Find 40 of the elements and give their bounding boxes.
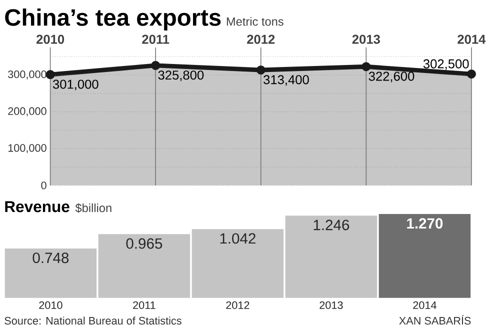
text: XAN SABARÍS — [399, 314, 471, 324]
data-label: 1.270 — [407, 218, 443, 228]
y-tick-label: 0 — [41, 181, 46, 190]
data-label: 1.246 — [314, 220, 350, 230]
data-label: 301,000 — [52, 80, 98, 90]
point — [256, 65, 266, 74]
x-tick-label: 2010 — [39, 301, 62, 309]
chart-title: China’s tea exports — [5, 8, 221, 30]
chart-subtitle: Metric tons — [226, 16, 284, 26]
y-tick-label: 200,000 — [8, 107, 46, 116]
x-tick-label: 2011 — [133, 301, 156, 309]
x-tick-label: 2012 — [226, 301, 250, 309]
bar — [285, 215, 378, 298]
bar — [4, 248, 97, 298]
data-label: 1.042 — [220, 233, 256, 244]
bar — [192, 228, 284, 298]
data-label: 0.748 — [32, 252, 69, 263]
bar — [378, 214, 471, 298]
chart-title: Revenue — [5, 201, 70, 212]
x-tick-label: 2011 — [142, 34, 170, 44]
x-tick-label: 2012 — [247, 34, 275, 44]
x-tick-label: 2014 — [413, 301, 436, 309]
chart-subtitle: $billion — [75, 203, 112, 213]
data-label: 313,400 — [264, 74, 309, 86]
source-note: Source: National Bureau of Statistics — [4, 316, 182, 324]
data-label: 322,600 — [368, 72, 414, 82]
point — [46, 70, 55, 79]
point — [466, 69, 476, 78]
bar — [98, 234, 190, 298]
y-tick-label: 100,000 — [8, 144, 46, 153]
data-label: 325,800 — [158, 70, 204, 81]
point — [151, 60, 160, 70]
y-tick-label: 300,000 — [8, 70, 46, 80]
x-tick-label: 2014 — [458, 34, 486, 44]
x-tick-label: 2013 — [352, 34, 380, 44]
data-label: 302,500 — [423, 59, 469, 70]
point — [362, 62, 371, 71]
x-tick-label: 2010 — [36, 34, 64, 44]
x-tick-label: 2013 — [320, 301, 343, 309]
data-label: 0.965 — [126, 238, 162, 249]
